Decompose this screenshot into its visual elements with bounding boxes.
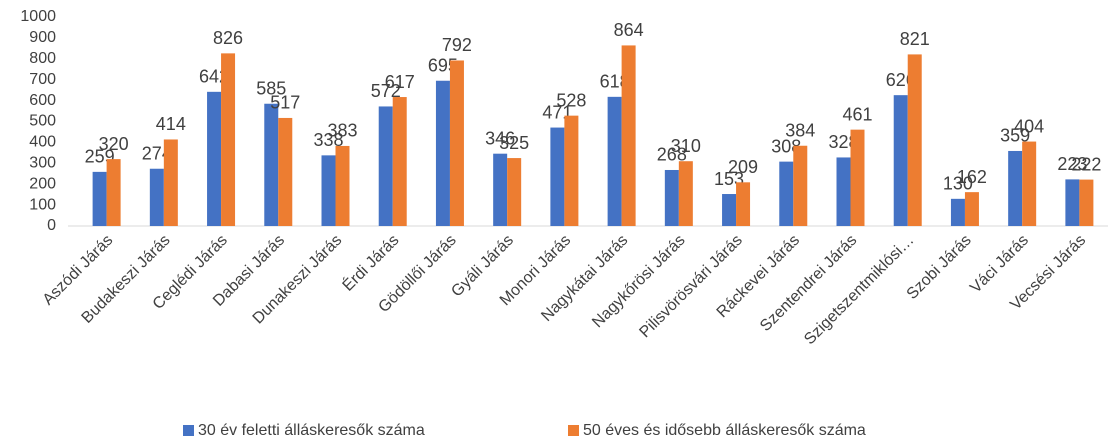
bar <box>378 106 393 226</box>
bar <box>92 171 107 226</box>
x-tick-label: Szigetszentmiklósi… <box>801 232 917 348</box>
value-label: 223 <box>1057 154 1087 174</box>
value-label: 130 <box>943 174 973 194</box>
value-label: 585 <box>256 78 286 98</box>
bar <box>779 161 794 226</box>
bar <box>106 159 121 226</box>
value-label: 826 <box>213 28 243 48</box>
value-label: 864 <box>614 20 644 40</box>
y-tick-label: 0 <box>47 217 56 234</box>
y-tick-label: 300 <box>29 155 56 172</box>
bar <box>493 153 508 226</box>
bar <box>1065 179 1080 226</box>
bar <box>449 60 464 226</box>
y-tick-label: 800 <box>29 50 56 67</box>
bar <box>850 129 865 226</box>
legend-label: 30 év feletti álláskeresők száma <box>198 422 425 439</box>
bar <box>736 182 751 226</box>
bar <box>793 145 808 226</box>
value-label: 384 <box>785 120 815 140</box>
value-label: 517 <box>270 93 300 113</box>
value-label: 821 <box>900 29 930 49</box>
y-tick-label: 200 <box>29 175 56 192</box>
bar <box>1022 141 1037 226</box>
value-label: 404 <box>1014 116 1044 136</box>
value-label: 414 <box>156 114 186 134</box>
bar <box>836 157 851 226</box>
value-label: 572 <box>371 81 401 101</box>
value-label: 338 <box>313 130 343 150</box>
bar <box>1079 179 1094 226</box>
value-label: 222 <box>1071 154 1101 174</box>
y-tick-label: 600 <box>29 92 56 109</box>
value-label: 617 <box>385 72 415 92</box>
value-label: 268 <box>657 145 687 165</box>
value-label: 325 <box>499 133 529 153</box>
bar <box>335 145 350 226</box>
value-label: 162 <box>957 167 987 187</box>
bar <box>550 127 565 226</box>
bar <box>722 194 737 226</box>
y-tick-label: 500 <box>29 113 56 130</box>
bar <box>264 103 279 226</box>
bar <box>607 96 622 226</box>
bar <box>678 161 693 226</box>
y-tick-label: 100 <box>29 196 56 213</box>
bar <box>278 117 293 226</box>
value-label: 310 <box>671 136 701 156</box>
x-tick-label: Pilisvörösvári Járás <box>636 232 745 341</box>
value-label: 383 <box>327 121 357 141</box>
bar <box>664 169 679 226</box>
bar <box>435 80 450 227</box>
bar <box>163 139 178 226</box>
bar <box>207 91 222 227</box>
y-tick-label: 900 <box>29 29 56 46</box>
bar <box>893 95 908 226</box>
x-tick-label: Érdi Járás <box>338 230 402 294</box>
bar <box>907 54 922 227</box>
bar <box>964 192 979 226</box>
value-label: 461 <box>842 104 872 124</box>
bar <box>149 168 164 226</box>
x-tick-label: Szentendrei Járás <box>757 232 860 335</box>
bar <box>564 115 579 226</box>
bar <box>507 158 522 226</box>
legend-swatch <box>183 425 194 436</box>
value-label: 209 <box>728 157 758 177</box>
bar <box>392 97 407 226</box>
bar <box>1008 150 1023 226</box>
bar <box>221 53 236 227</box>
bar <box>321 155 336 226</box>
value-label: 528 <box>556 90 586 110</box>
legend-swatch <box>568 425 579 436</box>
y-tick-label: 400 <box>29 134 56 151</box>
value-label: 346 <box>485 128 515 148</box>
value-label: 792 <box>442 35 472 55</box>
bar <box>950 198 965 226</box>
bar <box>621 45 636 227</box>
y-tick-label: 1000 <box>20 8 56 25</box>
value-label: 320 <box>99 134 129 154</box>
value-label: 359 <box>1000 126 1030 146</box>
legend-label: 50 éves és idősebb álláskeresők száma <box>583 422 866 439</box>
y-tick-label: 700 <box>29 71 56 88</box>
